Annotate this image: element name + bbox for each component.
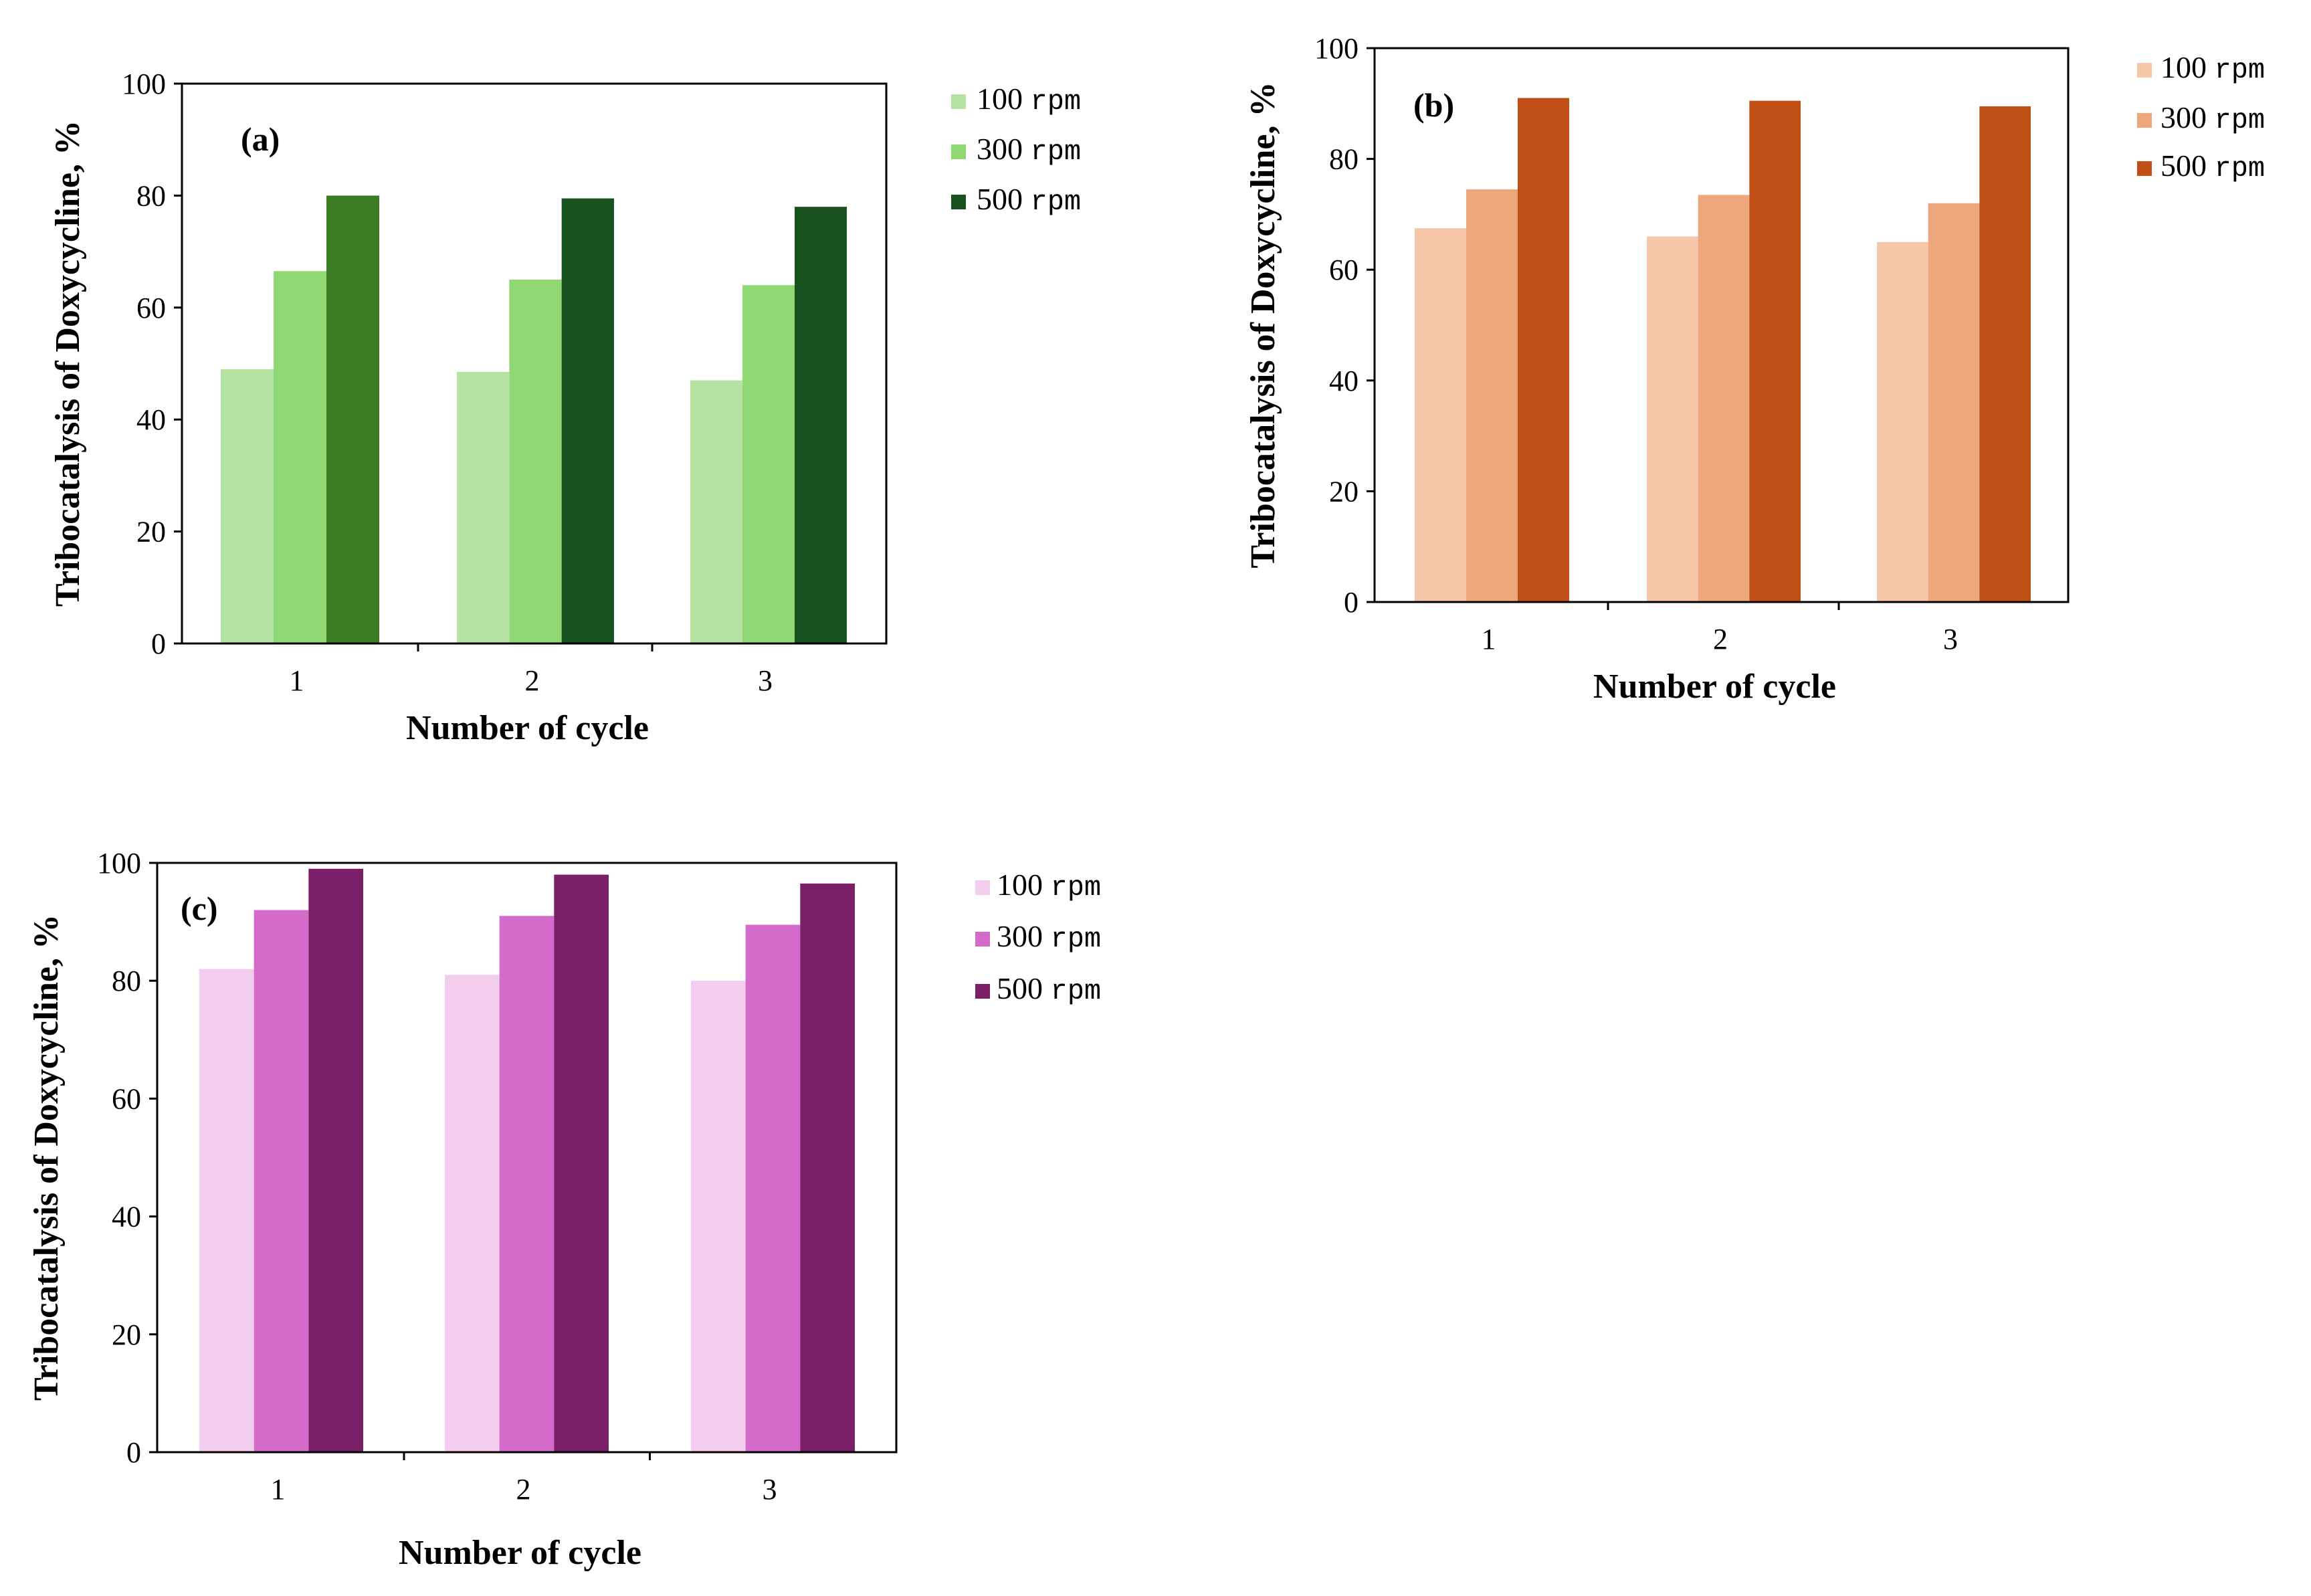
x-tick-label: 2	[525, 664, 540, 697]
y-tick-label: 40	[136, 403, 166, 436]
y-tick-label: 0	[1344, 586, 1359, 619]
bar-500-rpm-cycle-3	[1979, 106, 2031, 602]
x-axis-title: Number of cycle	[399, 1534, 641, 1572]
y-tick-label: 80	[112, 965, 141, 997]
legend-label: 300 rpm	[2161, 100, 2265, 136]
legend-label: 100 rpm	[977, 82, 1081, 118]
y-axis-title: Tribocatalysis of Doxycycline, %	[49, 120, 87, 607]
y-axis-title: Tribocatalysis of Doxycycline, %	[27, 914, 66, 1401]
legend-swatch	[951, 144, 966, 159]
bar-100-rpm-cycle-2	[1647, 236, 1698, 602]
bar-100-rpm-cycle-3	[691, 981, 746, 1452]
bar-500-rpm-cycle-1	[326, 195, 379, 643]
legend-swatch	[975, 984, 990, 999]
legend-label: 300 rpm	[997, 919, 1101, 955]
bar-300-rpm-cycle-1	[1466, 189, 1518, 602]
chart-panel-1: 0 20 40 60 80 100 1 2 3 Number of cycle Tribocatal…	[49, 68, 1081, 747]
legend: 100 rpm 300 rpm 500 rpm	[2137, 50, 2265, 185]
bar-300-rpm-cycle-3	[742, 285, 795, 643]
legend-swatch	[2137, 63, 2152, 78]
bar-500-rpm-cycle-2	[554, 874, 609, 1452]
bar-500-rpm-cycle-3	[795, 207, 847, 643]
legend-label: 300 rpm	[977, 132, 1081, 168]
x-tick-label: 3	[758, 664, 773, 697]
bar-300-rpm-cycle-1	[274, 271, 326, 643]
x-tick-label: 2	[516, 1473, 531, 1506]
panel-label: (b)	[1413, 86, 1454, 124]
legend-swatch	[975, 932, 990, 946]
y-tick-label: 60	[1329, 254, 1359, 286]
bar-100-rpm-cycle-1	[199, 969, 254, 1452]
x-axis-title: Number of cycle	[1593, 668, 1836, 706]
x-tick-label: 2	[1713, 623, 1728, 656]
bar-100-rpm-cycle-2	[445, 975, 500, 1452]
bar-100-rpm-cycle-3	[1877, 241, 1928, 602]
bar-100-rpm-cycle-2	[457, 372, 510, 643]
x-tick-label: 3	[1943, 623, 1958, 656]
legend-label: 100 rpm	[997, 868, 1101, 904]
y-tick-label: 0	[126, 1436, 141, 1469]
y-axis-title: Tribocatalysis of Doxycycline, %	[1244, 82, 1282, 569]
chart-panel-3: 0 20 40 60 80 100 1 2 3 Number of cycle Tribocatal…	[27, 847, 1101, 1572]
legend-label: 500 rpm	[2161, 148, 2265, 185]
bar-100-rpm-cycle-1	[1415, 228, 1466, 603]
y-tick-label: 0	[151, 627, 166, 660]
bar-100-rpm-cycle-1	[221, 369, 274, 643]
bar-500-rpm-cycle-2	[1749, 100, 1801, 602]
legend-swatch	[975, 880, 990, 895]
bar-300-rpm-cycle-2	[509, 279, 562, 643]
legend-swatch	[951, 94, 966, 109]
x-tick-label: 1	[1482, 623, 1496, 656]
bar-500-rpm-cycle-1	[308, 868, 363, 1452]
y-tick-label: 100	[122, 68, 166, 100]
y-tick-label: 20	[136, 516, 166, 548]
y-tick-label: 100	[1314, 32, 1359, 65]
bar-300-rpm-cycle-3	[745, 924, 801, 1452]
panel-label: (a)	[241, 120, 280, 158]
panel-label: (c)	[181, 890, 218, 927]
x-axis-title: Number of cycle	[406, 709, 649, 747]
y-tick-label: 60	[136, 292, 166, 324]
y-tick-label: 20	[112, 1318, 141, 1351]
chart-panel-2: 0 20 40 60 80 100 1 2 3 Number of cycle Tribocatal…	[1244, 32, 2265, 706]
legend-swatch	[951, 195, 966, 209]
x-tick-label: 1	[290, 664, 304, 697]
bar-500-rpm-cycle-3	[800, 883, 855, 1452]
legend-swatch	[2137, 161, 2152, 176]
legend: 100 rpm 300 rpm 500 rpm	[975, 868, 1101, 1007]
y-tick-label: 40	[1329, 365, 1359, 397]
y-tick-label: 100	[97, 847, 141, 880]
legend-swatch	[2137, 113, 2152, 128]
bar-300-rpm-cycle-1	[254, 910, 309, 1452]
bar-100-rpm-cycle-3	[690, 380, 742, 643]
y-tick-label: 60	[112, 1082, 141, 1115]
y-tick-label: 80	[136, 179, 166, 212]
legend-label: 500 rpm	[997, 971, 1101, 1007]
bar-500-rpm-cycle-2	[561, 198, 614, 644]
legend-label: 100 rpm	[2161, 50, 2265, 86]
y-tick-label: 40	[112, 1201, 141, 1233]
x-tick-label: 3	[763, 1473, 777, 1506]
legend-label: 500 rpm	[977, 182, 1081, 218]
legend: 100 rpm 300 rpm 500 rpm	[951, 82, 1081, 218]
x-tick-label: 1	[271, 1473, 286, 1506]
y-tick-label: 80	[1329, 143, 1359, 176]
bar-500-rpm-cycle-1	[1518, 98, 1569, 602]
bar-300-rpm-cycle-2	[499, 916, 555, 1452]
bar-300-rpm-cycle-3	[1928, 203, 1980, 603]
y-tick-label: 20	[1329, 475, 1359, 508]
bar-300-rpm-cycle-2	[1698, 195, 1750, 602]
